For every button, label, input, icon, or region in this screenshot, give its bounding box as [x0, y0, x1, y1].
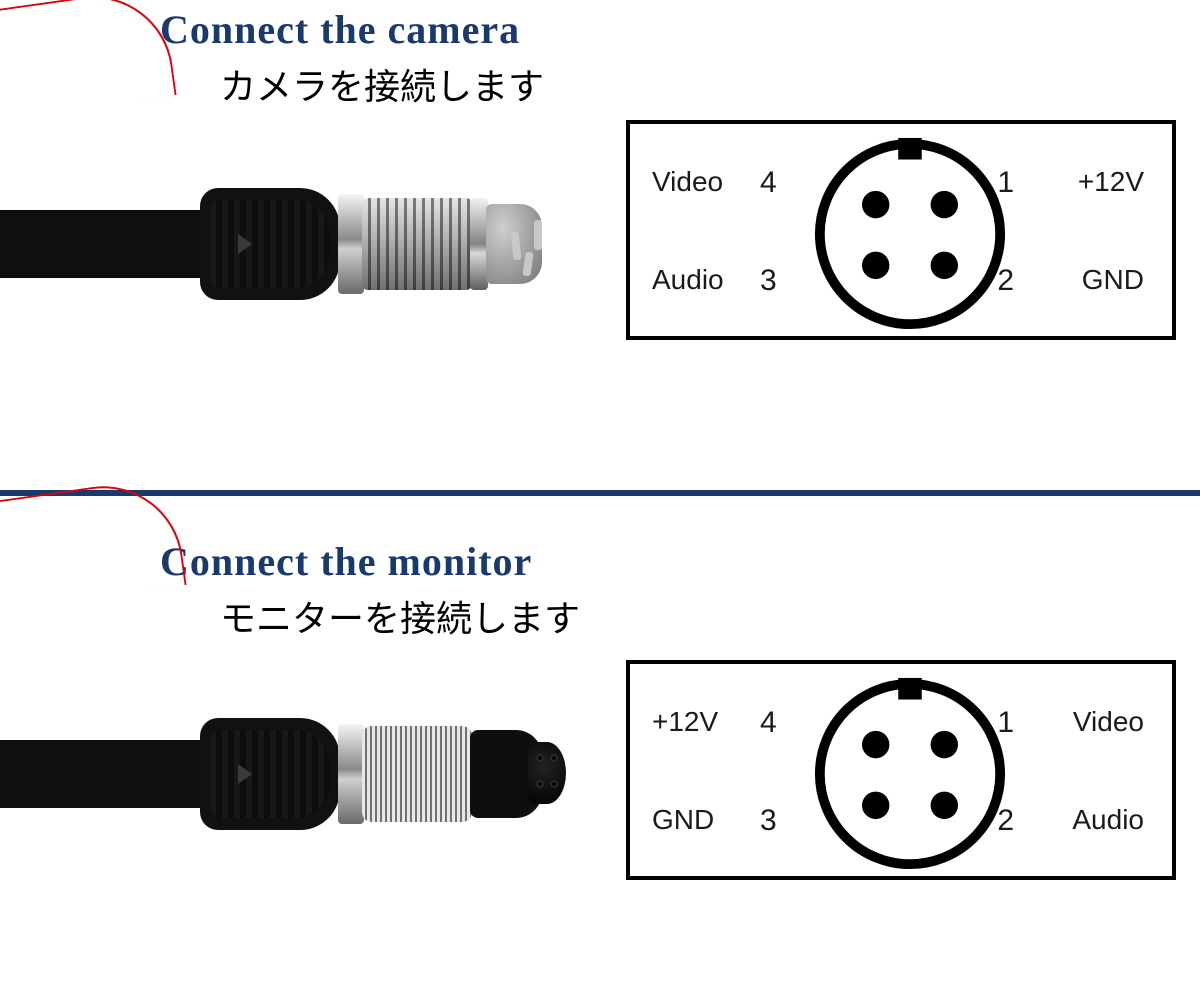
- pin-diagram-icon: [812, 676, 1008, 872]
- strain-relief: [200, 188, 340, 300]
- pin4-number: 4: [760, 706, 777, 740]
- metal-collar: [338, 724, 364, 824]
- monitor-pinout-box: +12V 4 GND 3 1 Video 2 Audio: [626, 660, 1176, 880]
- camera-pinout-box: Video 4 Audio 3 1 +12V 2 GND: [626, 120, 1176, 340]
- pin4-label: Video: [652, 166, 723, 198]
- pin3-number: 3: [760, 804, 777, 838]
- direction-arrow-icon: [238, 234, 252, 254]
- trigger-wire: [0, 0, 177, 124]
- threaded-sleeve: [362, 198, 472, 290]
- pin4-number: 4: [760, 166, 777, 200]
- socket-hole-icon: [536, 754, 544, 762]
- monitor-title-jp: モニターを接続します: [220, 590, 580, 642]
- knurled-sleeve: [362, 726, 472, 822]
- socket-hole-icon: [550, 780, 558, 788]
- socket-hole-icon: [536, 780, 544, 788]
- metal-collar: [338, 194, 364, 294]
- trigger-wire: [0, 476, 187, 614]
- strain-relief: [200, 718, 340, 830]
- monitor-section: Connect the monitor モニターを接続します +12V 4 GN…: [0, 490, 1200, 1000]
- pin1-label: +12V: [1078, 166, 1144, 198]
- female-connector-face: [528, 742, 566, 804]
- pin3-label: Audio: [652, 264, 724, 296]
- camera-section: Connect the camera カメラを接続します Video 4 Aud…: [0, 0, 1200, 490]
- direction-arrow-icon: [238, 764, 252, 784]
- socket-hole-icon: [550, 754, 558, 762]
- camera-cable-illustration: [0, 140, 620, 400]
- pin1-label: Video: [1073, 706, 1144, 738]
- connector-pin-icon: [534, 220, 542, 250]
- pin2-label: GND: [1082, 264, 1144, 296]
- pin2-label: Audio: [1072, 804, 1144, 836]
- camera-title-en: Connect the camera: [160, 6, 520, 53]
- pin-diagram-icon: [812, 136, 1008, 332]
- pin4-label: +12V: [652, 706, 718, 738]
- camera-title-jp: カメラを接続します: [220, 58, 544, 110]
- monitor-title-en: Connect the monitor: [160, 538, 532, 585]
- pin3-label: GND: [652, 804, 714, 836]
- monitor-cable-illustration: [0, 670, 620, 930]
- pin3-number: 3: [760, 264, 777, 298]
